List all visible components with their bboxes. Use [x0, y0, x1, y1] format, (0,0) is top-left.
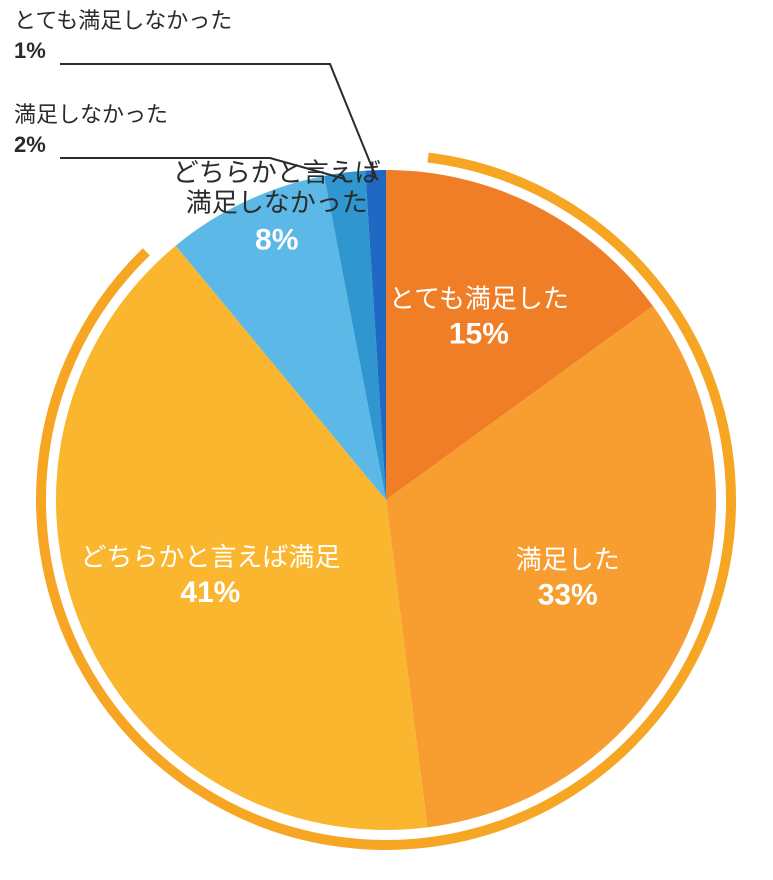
callout-unsatisfied: 満足しなかった 2%	[14, 100, 168, 159]
callout-very-unsatisfied-pct: 1%	[14, 36, 232, 66]
pct-satisfied: 33%	[538, 579, 598, 612]
label-rather_satisfied: どちらかと言えば満足	[80, 542, 340, 572]
label-rather_unsatisfied: どちらかと言えば満足しなかった	[173, 157, 381, 217]
callout-unsatisfied-text: 満足しなかった	[14, 100, 168, 130]
pie-chart: とても満足しなかった 1% 満足しなかった 2% とても満足した 15% 満足した 3…	[0, 0, 773, 880]
pct-rather_satisfied: 41%	[180, 576, 240, 609]
callout-very-unsatisfied-text: とても満足しなかった	[14, 6, 232, 36]
callout-very-unsatisfied: とても満足しなかった 1%	[14, 6, 232, 65]
pct-rather_unsatisfied: 8%	[255, 223, 298, 256]
label-satisfied: 満足した	[516, 545, 620, 575]
label-very_satisfied: とても満足した	[389, 284, 569, 314]
pct-very_satisfied: 15%	[449, 318, 509, 351]
callout-unsatisfied-pct: 2%	[14, 130, 168, 160]
